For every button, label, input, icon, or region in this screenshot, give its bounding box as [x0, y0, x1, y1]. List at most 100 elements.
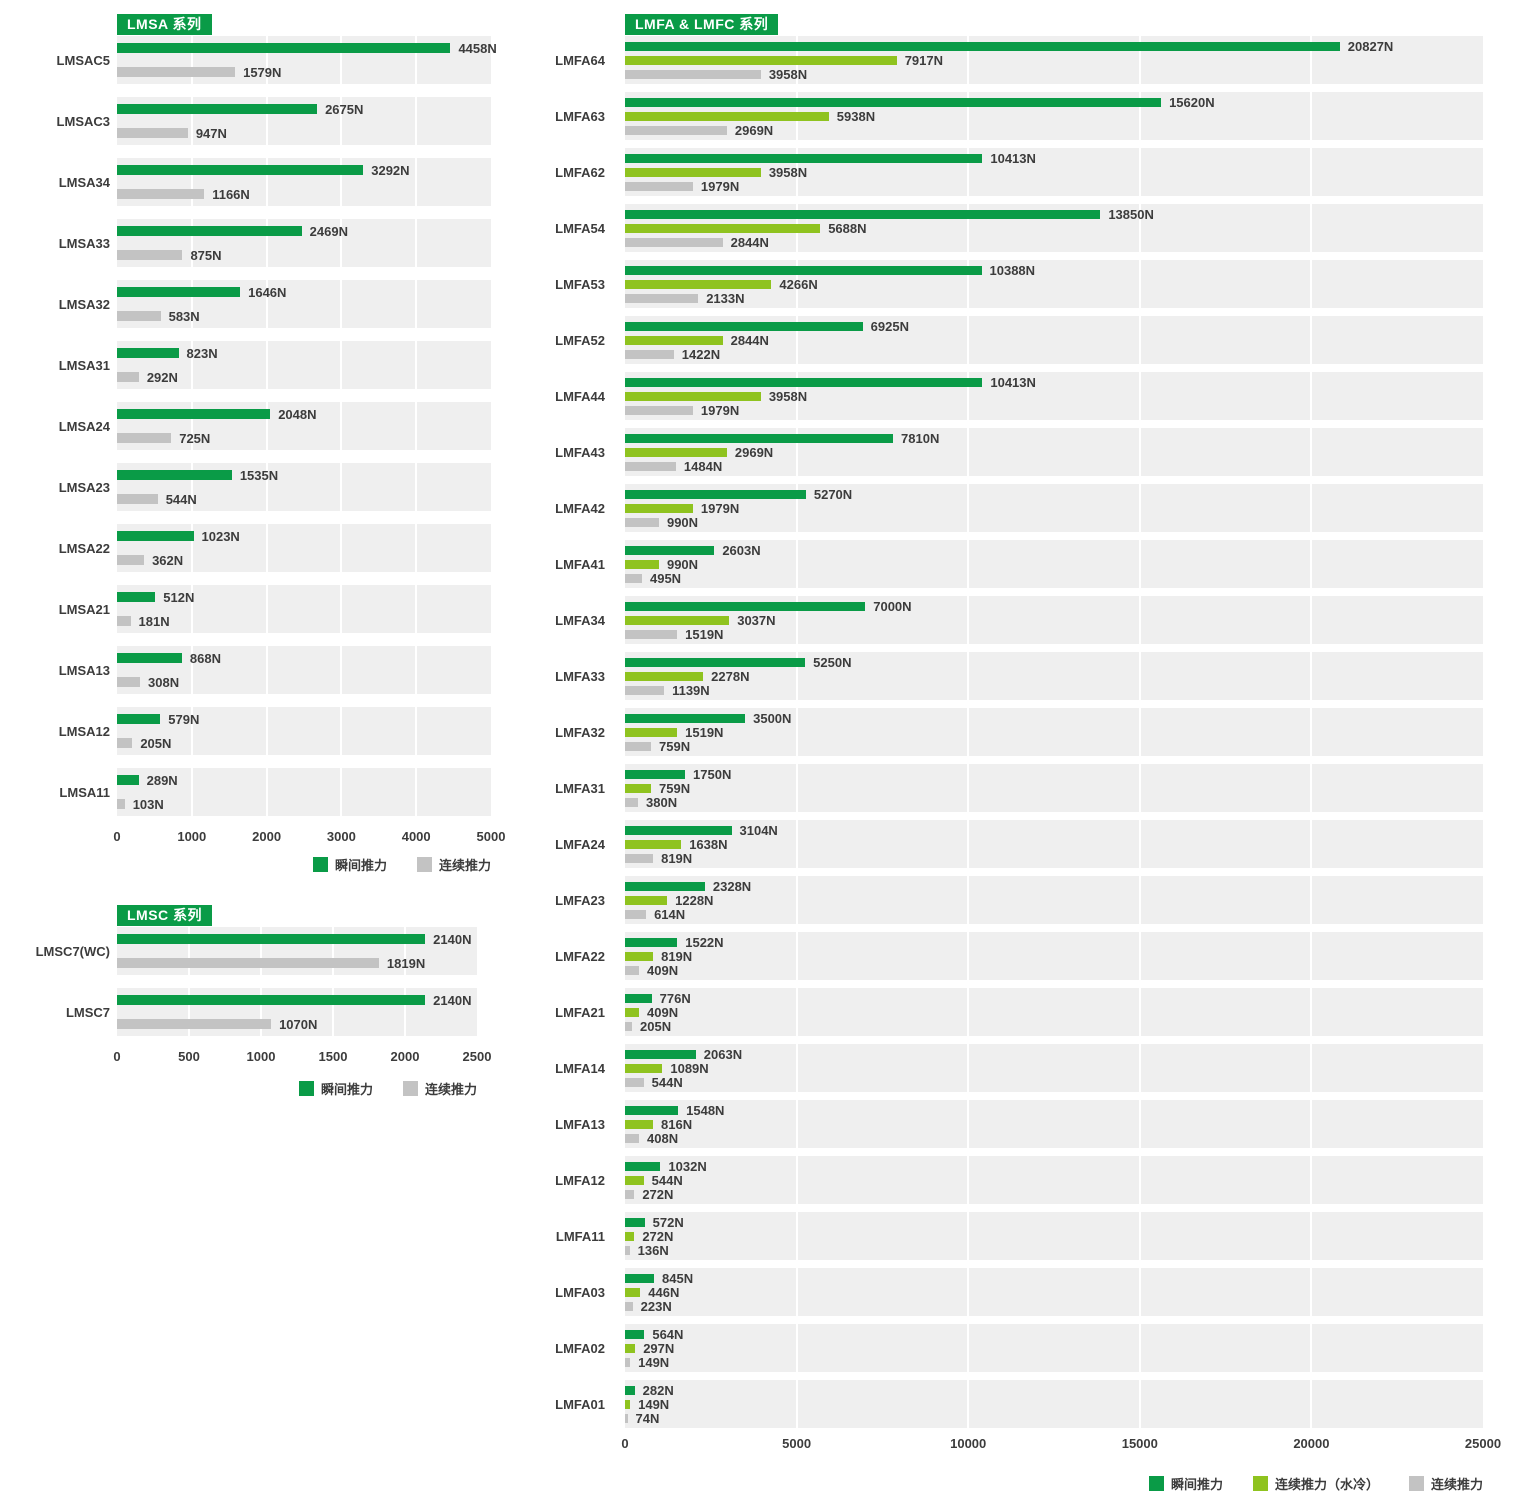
row-label: LMFA01	[555, 1396, 605, 1412]
gridline	[967, 1100, 970, 1148]
bar-value-label: 149N	[638, 1354, 670, 1370]
chart-rows: LMFA64 20827N 7917N 3958N LMFA63 15620N 5938N 2…	[540, 36, 1483, 1428]
legend-label: 连续推力	[424, 1082, 477, 1097]
bar-value-label: 103N	[132, 796, 164, 812]
chart-row-lmfa34: LMFA34 7000N 3037N 1519N	[540, 596, 1483, 644]
gridline	[190, 158, 193, 206]
bar-value-label: 205N	[140, 735, 172, 751]
legend-item: 瞬间推力	[298, 1079, 373, 1098]
bar-value-label: 1750N	[693, 766, 732, 782]
axis-tick-label: 5000	[476, 829, 506, 844]
bar-continuous	[625, 1077, 644, 1087]
bar-continuous	[625, 573, 642, 583]
bar-line: 10388N	[625, 264, 1483, 277]
bar-continuous_wc	[625, 447, 727, 457]
bar-instant	[625, 1273, 654, 1283]
bar-value-label: 1422N	[681, 346, 721, 362]
bar-instant	[117, 348, 179, 358]
gridline	[1138, 1044, 1141, 1092]
bar-instant	[117, 995, 426, 1005]
gridline	[1310, 876, 1313, 924]
bar-instant	[625, 489, 806, 499]
gridline	[1138, 372, 1141, 420]
bar-continuous	[625, 909, 647, 919]
bar-line: 1422N	[625, 346, 1483, 362]
row-label: LMFA02	[555, 1340, 605, 1356]
bar-instant	[117, 409, 271, 419]
bar-value-label: 947N	[195, 125, 227, 141]
gridline	[1138, 316, 1141, 364]
bar-line: 776N	[625, 992, 1483, 1005]
bar-value-label: 409N	[647, 1004, 679, 1020]
bar-value-label: 816N	[661, 1116, 693, 1132]
gridline	[795, 1212, 798, 1260]
row-band: 579N 205N	[117, 707, 491, 755]
bar-line: 579N	[117, 713, 491, 726]
bar-instant	[625, 769, 686, 779]
bar-instant	[625, 937, 678, 947]
bar-instant	[625, 1161, 661, 1171]
row-label: LMSA32	[58, 296, 110, 312]
row-label: LMFA12	[555, 1172, 605, 1188]
bar-line: 2844N	[625, 334, 1483, 347]
chart-row-lmfa32: LMFA32 3500N 1519N 759N	[540, 708, 1483, 756]
bar-line: 2133N	[625, 292, 1483, 305]
gridline	[1310, 372, 1313, 420]
chart-row-lmfa31: LMFA31 1750N 759N 380N	[540, 764, 1483, 812]
axis-tick-label: 0	[621, 1436, 629, 1451]
bar-instant	[625, 1217, 645, 1227]
gridline	[795, 876, 798, 924]
gridline	[795, 988, 798, 1036]
row-band: 823N 292N	[117, 341, 491, 389]
bar-value-label: 1522N	[685, 934, 724, 950]
chart-row-lmsa33: LMSA33 2469N 875N	[20, 219, 491, 267]
bar-value-label: 181N	[138, 613, 170, 629]
bar-continuous	[625, 461, 676, 471]
row-band: 1750N 759N 380N	[625, 764, 1483, 812]
bar-continuous	[625, 237, 723, 247]
gridline	[190, 646, 193, 694]
row-label: LMFA54	[555, 220, 605, 236]
chart-row-lmfa63: LMFA63 15620N 5938N 2969N	[540, 92, 1483, 140]
bar-instant	[625, 713, 746, 723]
row-band: 7000N 3037N 1519N	[625, 596, 1483, 644]
gridline	[340, 768, 343, 816]
bar-value-label: 2278N	[711, 668, 750, 684]
bar-line: 1750N	[625, 766, 1483, 782]
gridline	[967, 1268, 970, 1316]
chart-row-lmfa01: LMFA01 282N 149N 74N	[540, 1380, 1483, 1428]
bar-continuous_wc	[625, 783, 652, 793]
legend-label: 连续推力（水冷）	[1274, 1477, 1379, 1492]
bar-line: 572N	[625, 1216, 1483, 1229]
bar-instant	[625, 377, 983, 387]
bar-value-label: 2969N	[734, 122, 774, 138]
bar-value-label: 614N	[654, 906, 686, 922]
bar-instant	[625, 545, 715, 555]
bar-instant	[625, 1049, 696, 1059]
bar-value-label: 205N	[640, 1018, 672, 1034]
bar-line: 408N	[625, 1132, 1483, 1145]
bar-line: 1548N	[625, 1104, 1483, 1117]
row-label: LMSC7	[65, 1004, 110, 1020]
row-label: LMSA22	[58, 540, 110, 556]
bar-continuous_wc	[625, 839, 682, 849]
bar-line: 7917N	[625, 54, 1483, 67]
axis-tick-label: 2000	[252, 829, 282, 844]
bar-value-label: 2063N	[703, 1046, 743, 1062]
bar-value-label: 380N	[646, 794, 678, 810]
chart-title-badge: LMFA & LMFC 系列	[625, 14, 779, 35]
legend-swatch	[312, 857, 328, 872]
gridline	[795, 708, 798, 756]
gridline	[1310, 708, 1313, 756]
gridline	[260, 988, 262, 1036]
axis-tick-label: 500	[178, 1049, 200, 1064]
row-band: 5270N 1979N 990N	[625, 484, 1483, 532]
bar-line: 512N	[117, 591, 491, 604]
row-band: 10388N 4266N 2133N	[625, 260, 1483, 308]
axis-tick-label: 25000	[1464, 1436, 1502, 1451]
gridline	[1138, 92, 1141, 140]
gridline	[415, 219, 418, 267]
bar-line: 2140N	[117, 994, 477, 1007]
bar-value-label: 2328N	[712, 878, 752, 894]
gridline	[967, 484, 970, 532]
